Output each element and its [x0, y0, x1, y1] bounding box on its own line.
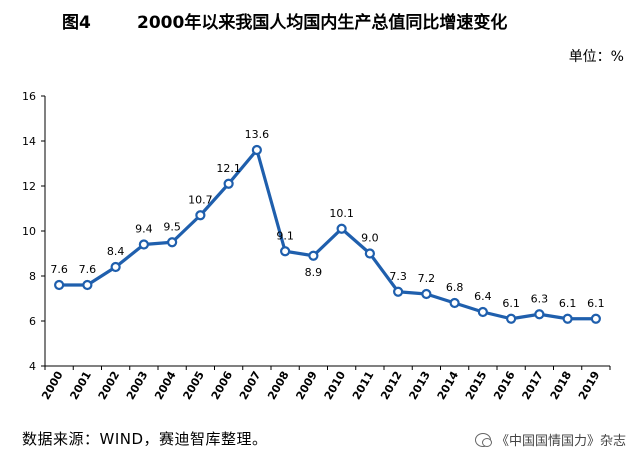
- x-tick-label: 2016: [491, 369, 518, 402]
- figure-number: 图4: [62, 13, 91, 33]
- x-tick-label: 2006: [209, 369, 236, 402]
- data-point: [506, 313, 517, 324]
- data-label: 9.0: [361, 232, 379, 245]
- data-label: 9.1: [276, 229, 294, 242]
- data-point: [562, 313, 573, 324]
- data-label: 10.7: [188, 193, 213, 206]
- data-point: [110, 261, 121, 273]
- data-label: 7.3: [389, 270, 407, 283]
- figure-title: 2000年以来我国人均国内生产总值同比增速变化: [137, 13, 508, 33]
- y-tick-label: 6: [29, 315, 36, 328]
- data-point: [308, 250, 319, 261]
- data-point: [534, 309, 545, 320]
- data-point: [195, 210, 206, 221]
- data-point: [280, 246, 291, 257]
- data-point: [82, 279, 93, 291]
- x-tick-label: 2014: [435, 369, 462, 402]
- data-point: [167, 237, 178, 248]
- x-tick-label: 2004: [152, 369, 179, 402]
- x-tick-label: 2017: [519, 369, 546, 402]
- data-label: 7.6: [50, 263, 68, 276]
- data-label: 6.8: [446, 281, 464, 294]
- source-note: 数据来源：WIND，赛迪智库整理。: [22, 430, 268, 448]
- data-point: [336, 223, 347, 234]
- x-tick-label: 2000: [39, 369, 66, 402]
- x-tick-label: 2001: [67, 369, 94, 402]
- x-tick-label: 2015: [463, 369, 490, 402]
- x-tick-label: 2019: [576, 369, 603, 402]
- data-point: [364, 248, 375, 259]
- data-point: [421, 288, 432, 300]
- x-tick-label: 2009: [293, 369, 320, 402]
- data-label: 13.6: [245, 128, 270, 141]
- data-point: [393, 286, 404, 297]
- unit-label: 单位：%: [568, 49, 624, 65]
- data-point: [138, 239, 149, 250]
- x-tick-label: 2013: [406, 369, 433, 402]
- x-tick-label: 2010: [322, 369, 349, 402]
- y-tick-label: 12: [22, 180, 36, 193]
- x-tick-label: 2018: [548, 369, 575, 402]
- data-label: 9.4: [135, 223, 153, 236]
- x-tick-label: 2002: [96, 369, 123, 402]
- data-point: [449, 297, 460, 309]
- wechat-icon: [474, 432, 492, 447]
- chart-title: 图4 2000年以来我国人均国内生产总值同比增速变化: [0, 8, 638, 88]
- y-tick-label: 16: [22, 90, 36, 103]
- y-tick-label: 10: [22, 225, 36, 238]
- watermark: 《中国国情国力》杂志: [474, 430, 626, 449]
- data-label: 12.1: [216, 162, 241, 175]
- x-tick-label: 2012: [378, 369, 405, 402]
- y-tick-label: 14: [22, 135, 36, 148]
- data-label: 7.6: [79, 263, 97, 276]
- data-point: [590, 313, 601, 324]
- data-label: 7.2: [418, 272, 436, 285]
- data-label: 8.4: [107, 245, 125, 258]
- x-tick-label: 2008: [265, 369, 292, 402]
- data-label: 6.4: [474, 290, 492, 303]
- data-label: 9.5: [163, 220, 181, 233]
- data-label: 6.3: [531, 292, 549, 305]
- data-point: [223, 178, 234, 189]
- x-tick-label: 2005: [180, 369, 207, 402]
- x-tick-label: 2011: [350, 369, 377, 402]
- data-point: [54, 279, 65, 291]
- x-tick-label: 2007: [237, 369, 264, 402]
- data-label: 6.1: [502, 297, 520, 310]
- data-point: [477, 306, 488, 318]
- y-tick-label: 8: [29, 270, 36, 283]
- data-point: [251, 144, 262, 156]
- x-tick-label: 2003: [124, 369, 151, 402]
- data-label: 10.1: [329, 207, 354, 220]
- data-label: 6.1: [587, 297, 605, 310]
- data-label: 8.9: [305, 266, 323, 279]
- data-label: 6.1: [559, 297, 577, 310]
- watermark-text: 《中国国情国力》杂志: [495, 434, 626, 449]
- y-tick-label: 4: [29, 360, 36, 373]
